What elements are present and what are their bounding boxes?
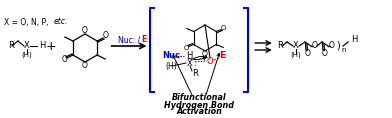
- Text: O: O: [184, 46, 189, 51]
- Text: O: O: [322, 48, 328, 57]
- Text: O: O: [62, 55, 68, 65]
- Text: (H): (H): [165, 61, 177, 70]
- Text: O: O: [305, 48, 311, 57]
- Text: n: n: [341, 46, 345, 53]
- Text: H: H: [351, 36, 358, 44]
- Text: ): ): [336, 41, 340, 51]
- Text: etc.: etc.: [54, 17, 68, 27]
- Text: Nuc: /: Nuc: /: [118, 36, 140, 44]
- Text: H: H: [186, 51, 192, 61]
- Text: O: O: [82, 61, 88, 70]
- Text: H: H: [39, 42, 45, 51]
- Text: R: R: [192, 69, 198, 78]
- Text: Bifunctional: Bifunctional: [172, 93, 226, 103]
- Text: R: R: [8, 42, 14, 51]
- Text: +: +: [46, 40, 56, 53]
- Text: E: E: [219, 51, 225, 61]
- Text: X = O, N, P,: X = O, N, P,: [4, 17, 51, 27]
- Text: (H): (H): [22, 52, 33, 58]
- Text: X: X: [24, 42, 30, 51]
- Text: O: O: [102, 32, 108, 40]
- Text: E: E: [141, 36, 146, 44]
- Text: X: X: [187, 59, 193, 67]
- Text: X: X: [293, 42, 299, 51]
- Text: R: R: [277, 42, 283, 51]
- Text: Nuc: Nuc: [162, 51, 180, 61]
- Text: O: O: [207, 57, 213, 65]
- Text: O: O: [221, 25, 226, 30]
- Text: Activation: Activation: [176, 107, 222, 116]
- Text: O: O: [82, 26, 88, 35]
- Text: (H): (H): [290, 52, 301, 58]
- Text: O: O: [329, 42, 335, 51]
- Text: O: O: [202, 50, 208, 59]
- Text: O: O: [312, 42, 318, 51]
- Text: Hydrogen Bond: Hydrogen Bond: [164, 101, 234, 110]
- Text: :: :: [194, 59, 197, 67]
